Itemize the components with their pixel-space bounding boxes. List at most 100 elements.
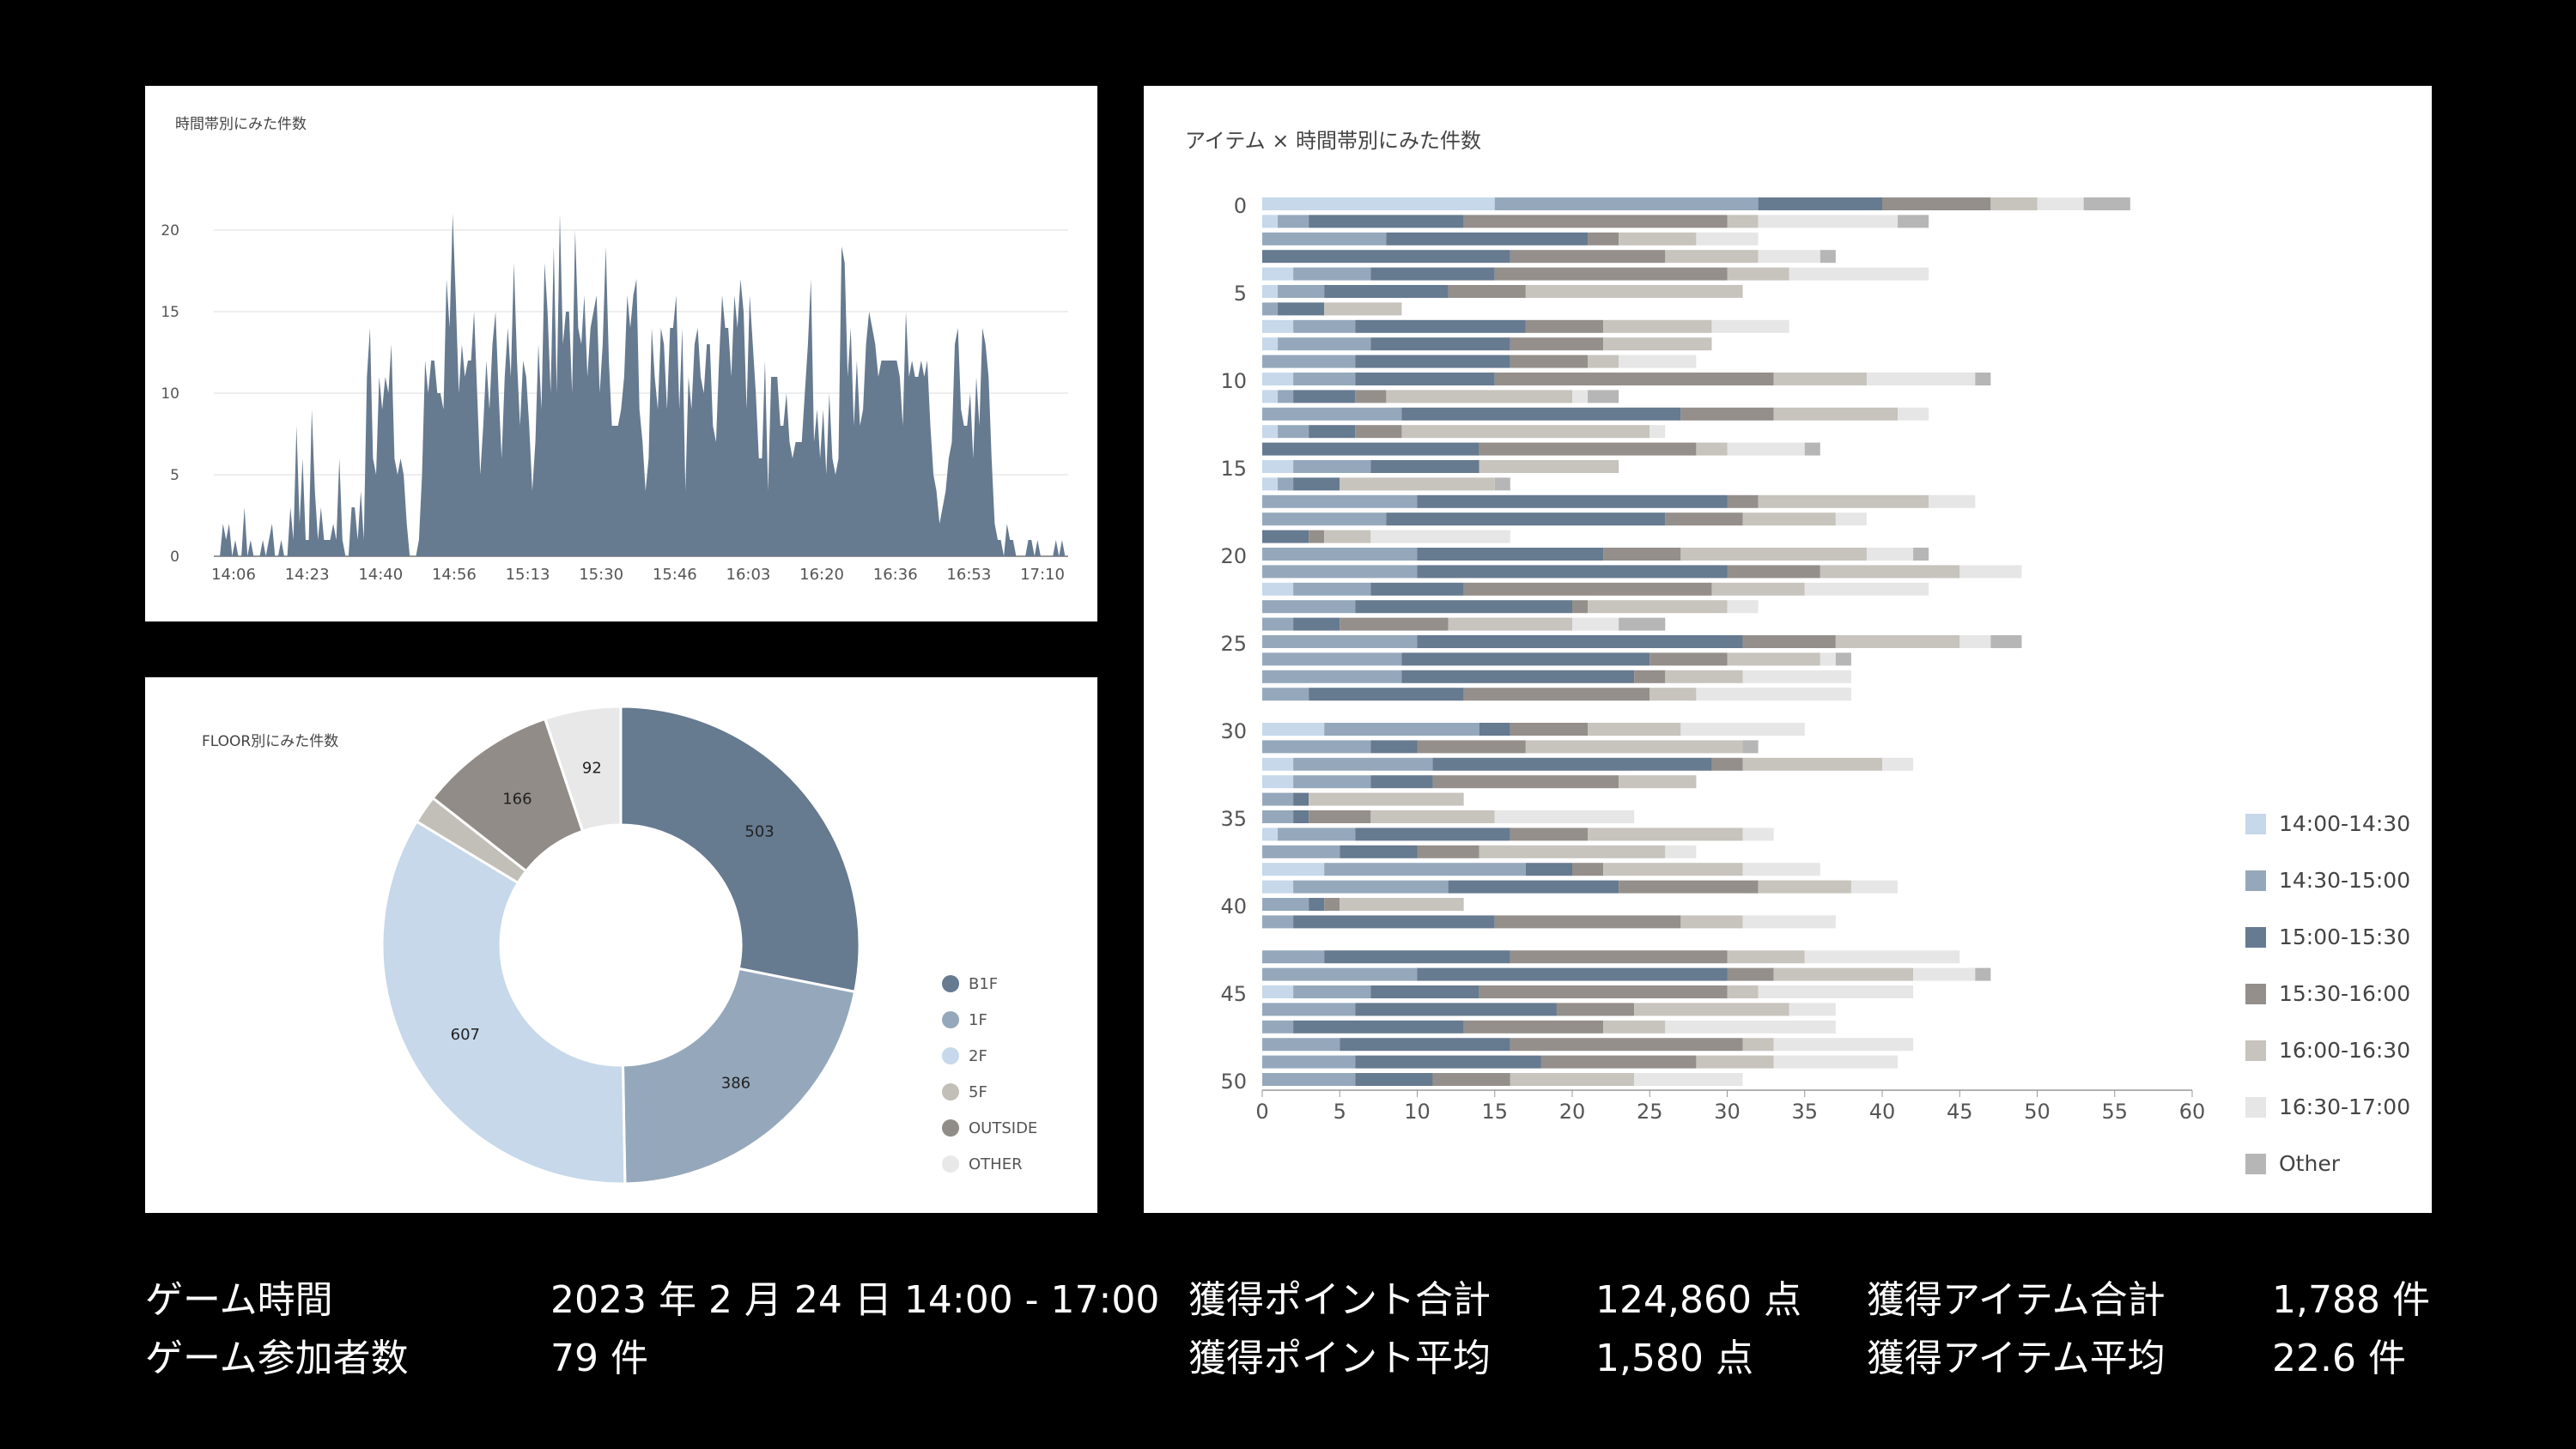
bar-segment [1525,740,1743,754]
bar-segment [1262,792,1294,806]
bar-segment [1262,407,1402,421]
bar-segment [1324,302,1402,316]
bar-segment [1494,810,1635,823]
bar-segment [1386,390,1572,403]
bar-segment [1882,197,1991,210]
bar-segment [1401,407,1681,421]
bar-segment [1913,548,1929,561]
x-tick-label: 10 [1404,1100,1431,1124]
bar-segment [1525,285,1743,298]
bar-segment [1882,757,1914,771]
bar-segment [1262,863,1325,876]
y-tick-label: 15 [161,304,179,321]
items-avg-label: 獲得アイテム平均 [1867,1337,2166,1380]
y-tick-label: 45 [1220,982,1247,1006]
x-tick-label: 14:23 [285,566,330,584]
x-tick-label: 20 [1559,1100,1586,1124]
bar-segment [1340,617,1449,631]
bar-segment [1850,880,1899,894]
x-tick-label: 14:06 [211,566,256,584]
bar-segment [1262,285,1279,298]
bar-segment [1619,232,1697,246]
legend-swatch [2245,1154,2266,1174]
bar-segment [1572,600,1589,614]
bar-segment [1572,863,1604,876]
bar-segment [1401,670,1635,683]
y-tick-label: 0 [170,549,179,566]
bar-segment [1588,390,1619,403]
items-total-value: 1,788 件 [2272,1278,2430,1322]
bar-segment [1386,232,1589,246]
bar-segment [1479,845,1666,858]
bar-segment [1463,688,1650,701]
bar-segment [1340,1038,1510,1052]
x-tick-label: 5 [1334,1100,1346,1124]
bar-segment [1340,845,1418,858]
bar-segment [1262,302,1279,316]
bar-segment [1293,373,1356,385]
bar-segment [1959,565,2022,579]
bar-segment [1309,425,1356,439]
bar-segment [1262,1055,1356,1069]
bar-segment [1262,494,1418,508]
bar-segment [1324,863,1526,876]
bar-segment [1773,1055,1899,1069]
items-total-label: 獲得アイテム合計 [1867,1278,2166,1322]
bar-segment [1898,407,1929,421]
legend-swatch [2245,1040,2266,1061]
bar-segment [1370,740,1418,754]
bar-segment [1293,477,1340,491]
legend-label: OTHER [969,1155,1023,1173]
bar-segment [1572,390,1589,403]
game-time-label: ゲーム時間 [145,1278,333,1322]
bar-segment [1510,950,1728,964]
bar-segment [1898,215,1929,228]
bar-segment [1463,215,1728,228]
bar-segment [1370,985,1479,998]
bar-segment [1572,617,1619,631]
legend-label: 15:00-15:30 [2279,925,2410,949]
bar-segment [1510,1073,1635,1086]
bar-segment [1789,1003,1836,1016]
bar-segment [1773,373,1867,385]
points-avg-label: 獲得ポイント平均 [1188,1337,1491,1380]
bar-segment [1742,740,1759,754]
bar-segment [1494,477,1510,491]
bar-segment [1262,617,1294,631]
slice-value-label: 607 [451,1026,480,1044]
y-tick-label: 5 [1234,282,1247,306]
bar-segment [1309,530,1325,543]
bar-segment [1758,250,1820,264]
bar-segment [1278,285,1325,298]
bar-segment [1262,373,1294,385]
bar-segment [1293,390,1356,403]
bar-segment [1619,355,1697,368]
bar-segment [1293,880,1449,894]
x-tick-label: 55 [2101,1100,2128,1124]
bar-segment [1479,460,1619,473]
slice-value-label: 503 [744,822,774,840]
bar-segment [1665,512,1743,526]
area-chart-title: 時間帯別にみた件数 [175,116,307,133]
bar-segment [1727,950,1805,964]
y-tick-label: 10 [161,385,179,403]
bar-segment [1820,250,1836,264]
bar-segment [1773,1038,1914,1052]
bar-segment [1278,302,1325,316]
bar-chart-panel: アイテム × 時間帯別にみた件数 0 5 10 15 20 25 30 35 40 45 50 0 5 1… [1144,86,2432,1213]
bar-segment [1417,845,1479,858]
legend-swatch [2245,870,2266,891]
bar-segment [1510,250,1666,264]
bar-segment [1262,723,1325,736]
x-tick-label: 35 [1791,1100,1818,1124]
bar-segment [1293,582,1371,596]
bar-segment [1448,880,1619,894]
points-total-value: 124,860 点 [1595,1278,1801,1322]
bar-segment [1727,967,1774,981]
bar-segment [1262,985,1294,998]
bar-segment [1262,250,1510,264]
legend-swatch [942,975,959,992]
x-tick-label: 16:03 [726,566,771,584]
x-tick-label: 15:13 [506,566,550,584]
bar-segment [1525,319,1604,333]
